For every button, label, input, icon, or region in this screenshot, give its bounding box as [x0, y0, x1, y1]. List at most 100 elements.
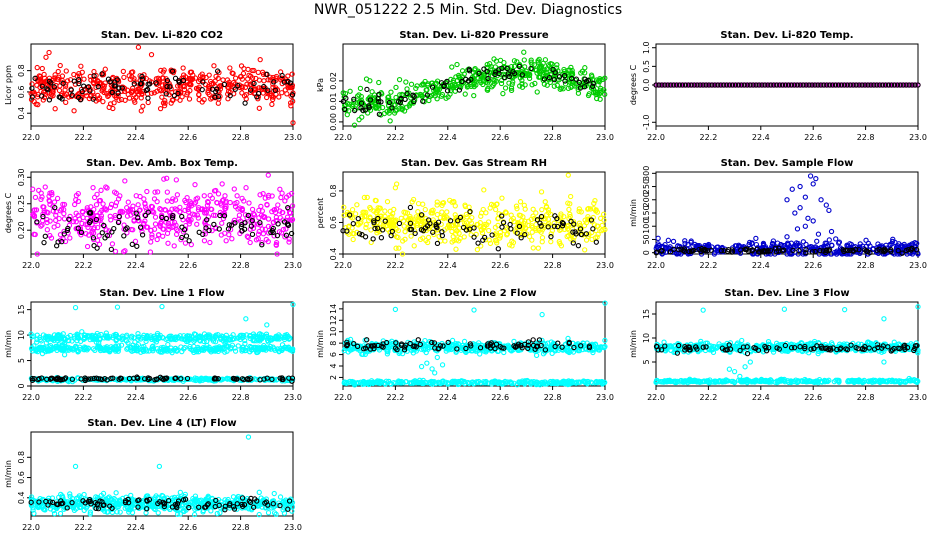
- series-point: [275, 202, 281, 208]
- series-point: [265, 172, 271, 178]
- series-point: [589, 73, 595, 80]
- black-point: [91, 243, 97, 249]
- x-tick-label: 22.4: [439, 393, 457, 402]
- chart-title: Stan. Dev. Line 1 Flow: [99, 288, 224, 299]
- black-point: [721, 82, 727, 88]
- outlier-point: [810, 181, 816, 187]
- series-point: [554, 77, 560, 83]
- black-point: [209, 86, 216, 92]
- series-point: [156, 86, 163, 93]
- series-point: [379, 91, 385, 97]
- series-point: [171, 243, 177, 249]
- black-point: [668, 82, 674, 88]
- series-point: [170, 97, 176, 103]
- series-point: [541, 69, 547, 76]
- series-point: [371, 92, 378, 98]
- black-point: [404, 90, 410, 97]
- outlier-point: [148, 51, 155, 58]
- black-point: [129, 241, 135, 247]
- series-point: [61, 92, 67, 99]
- series-point: [508, 85, 515, 91]
- series-point: [55, 68, 61, 75]
- series-point: [202, 81, 209, 88]
- x-tick-label: 22.2: [74, 393, 92, 402]
- black-point: [41, 239, 47, 246]
- outlier-point: [797, 205, 803, 211]
- chart-title: Stan. Dev. Line 2 Flow: [411, 288, 536, 299]
- black-point: [340, 98, 346, 105]
- y-tick-label: 0.6: [17, 86, 26, 99]
- series-point: [445, 94, 451, 100]
- x-tick-label: 22.2: [386, 133, 404, 142]
- series-point: [288, 103, 294, 109]
- y-tick-label: 8: [329, 341, 338, 346]
- black-point: [712, 82, 718, 88]
- series-point: [566, 206, 572, 213]
- series-point: [599, 222, 605, 229]
- series-point: [213, 73, 219, 80]
- x-tick-label: 22.0: [334, 393, 352, 402]
- series-point: [180, 65, 186, 71]
- outlier-point: [565, 172, 571, 178]
- x-tick-label: 22.8: [857, 261, 875, 270]
- series-point: [59, 77, 65, 84]
- series-point: [181, 86, 188, 93]
- black-point: [29, 85, 35, 91]
- black-point: [265, 87, 271, 93]
- series-point: [351, 122, 358, 128]
- black-point: [121, 233, 127, 239]
- series-point: [519, 81, 525, 87]
- black-point: [227, 93, 233, 99]
- series-point: [426, 97, 432, 104]
- black-point: [590, 83, 596, 89]
- black-point: [358, 105, 364, 111]
- series-point: [121, 74, 127, 81]
- black-point: [242, 100, 248, 106]
- series-point: [420, 81, 426, 87]
- series-point: [39, 65, 45, 72]
- series-point: [534, 89, 540, 95]
- series-point: [519, 84, 526, 90]
- band-point: [533, 352, 540, 359]
- series-point: [393, 245, 399, 251]
- black-point: [95, 84, 101, 90]
- black-point: [164, 77, 171, 84]
- series-point: [72, 201, 78, 208]
- series-point: [261, 78, 267, 84]
- series-point: [249, 206, 256, 213]
- black-point: [77, 97, 84, 103]
- series-point: [270, 96, 276, 103]
- series-point: [245, 76, 251, 82]
- series-point: [486, 227, 492, 234]
- x-tick-label: 22.6: [804, 261, 822, 270]
- black-point: [38, 93, 45, 99]
- black-point: [441, 83, 447, 89]
- y-tick-label: 0.4: [17, 107, 26, 120]
- y-tick-label: 12: [329, 315, 338, 325]
- data-points: [28, 44, 296, 126]
- black-point: [81, 83, 87, 89]
- series-point: [502, 85, 509, 91]
- series-point: [174, 192, 180, 198]
- series-point: [448, 85, 454, 91]
- series-point: [500, 90, 506, 97]
- series-point: [109, 241, 116, 247]
- series-point: [81, 76, 87, 82]
- black-point: [376, 111, 383, 117]
- series-point: [361, 194, 368, 201]
- black-point: [744, 82, 750, 88]
- series-point: [289, 71, 295, 77]
- series-point: [127, 76, 133, 82]
- black-point: [214, 68, 221, 74]
- chart-title: Stan. Dev. Li-820 CO2: [101, 30, 223, 41]
- series-point: [363, 103, 369, 110]
- black-point: [700, 82, 706, 88]
- series-point: [753, 235, 759, 242]
- black-point: [676, 82, 683, 88]
- series-point: [201, 193, 207, 199]
- series-point: [526, 233, 533, 240]
- series-point: [51, 199, 58, 205]
- band-point: [235, 343, 241, 349]
